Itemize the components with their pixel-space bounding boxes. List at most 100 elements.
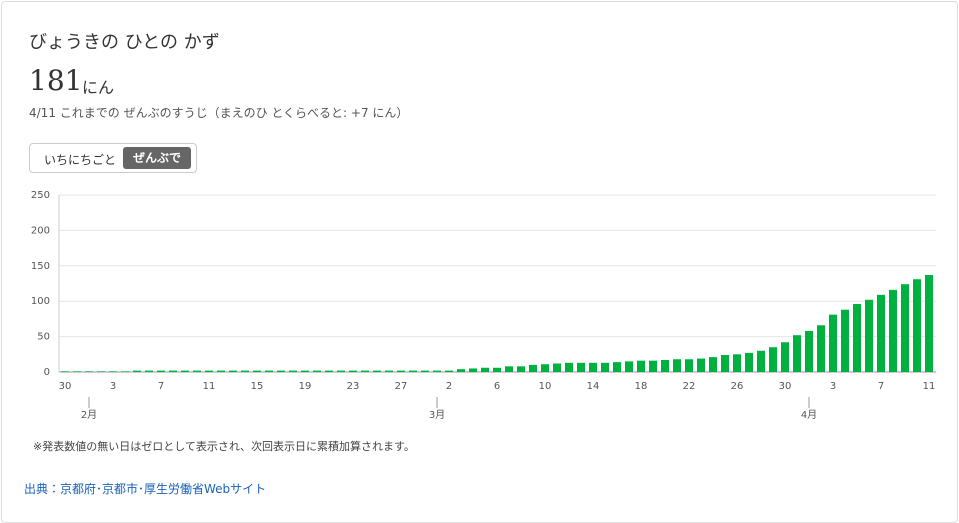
x-tick-label: 3 <box>110 381 116 392</box>
bar <box>277 370 285 372</box>
bar <box>865 299 873 372</box>
bar <box>169 370 177 372</box>
x-tick-label: 30 <box>779 381 792 392</box>
x-tick-label: 2 <box>446 381 452 392</box>
bar <box>289 370 297 372</box>
bar <box>757 350 765 372</box>
bar <box>805 330 813 372</box>
bar <box>421 370 429 372</box>
bar <box>145 370 153 372</box>
bar <box>193 370 201 372</box>
bar <box>409 370 417 372</box>
x-tick-label: 18 <box>635 381 648 392</box>
bar <box>493 367 501 372</box>
bar <box>133 370 141 372</box>
unit: にん <box>82 78 115 97</box>
title: びょうきの ひとの かず <box>29 32 220 53</box>
daily-button[interactable]: いちにちごと <box>44 153 117 167</box>
bar <box>385 370 393 372</box>
bar <box>613 362 621 372</box>
bar <box>553 363 561 372</box>
bar <box>325 370 333 372</box>
x-tick-label: 7 <box>158 381 164 392</box>
total-button[interactable]: ぜんぶで <box>123 147 191 169</box>
bar <box>685 359 693 372</box>
x-tick-label: 19 <box>299 381 312 392</box>
bar <box>445 370 453 372</box>
bar <box>745 352 753 372</box>
bar <box>913 279 921 372</box>
bar <box>361 370 369 372</box>
y-tick-label: 100 <box>31 296 50 307</box>
y-tick-label: 250 <box>31 190 50 201</box>
bar <box>73 371 81 372</box>
bar <box>121 371 129 372</box>
bar <box>877 294 885 372</box>
bar <box>661 359 669 372</box>
bar <box>205 370 213 372</box>
bar <box>925 275 933 372</box>
bar <box>733 354 741 372</box>
bar <box>781 342 789 372</box>
bar <box>265 370 273 372</box>
source-link[interactable]: 出典：京都府･京都市･厚生労働省Webサイト <box>24 482 267 496</box>
month-label: 3月 <box>429 409 445 421</box>
bar <box>517 366 525 372</box>
bar <box>709 357 717 372</box>
bar <box>901 284 909 372</box>
total: 181 <box>29 64 83 97</box>
x-tick-label: 11 <box>203 381 216 392</box>
bar <box>577 362 585 372</box>
y-tick-label: 0 <box>44 367 50 378</box>
bar <box>157 370 165 372</box>
y-tick-label: 150 <box>31 261 50 272</box>
x-tick-label: 3 <box>830 381 836 392</box>
bar <box>829 314 837 372</box>
bar <box>889 289 897 372</box>
bar <box>397 370 405 372</box>
bar <box>637 360 645 372</box>
x-tick-label: 7 <box>878 381 884 392</box>
bar <box>841 309 849 372</box>
bar <box>625 361 633 372</box>
bar <box>229 370 237 372</box>
bar <box>457 369 465 372</box>
bar <box>349 370 357 372</box>
note: ※発表数値の無い日はゼロとして表示され、次回表示日に累積加算されます。 <box>33 440 415 453</box>
bar <box>649 360 657 372</box>
x-tick-label: 6 <box>494 381 500 392</box>
bar <box>697 358 705 372</box>
bar <box>469 368 477 372</box>
x-tick-label: 30 <box>59 381 72 392</box>
x-tick-label: 26 <box>731 381 744 392</box>
x-tick-label: 23 <box>347 381 360 392</box>
x-tick-label: 11 <box>923 381 936 392</box>
toggle: いちにちごと ぜんぶで <box>29 143 197 173</box>
x-tick-label: 15 <box>251 381 264 392</box>
month-label: 2月 <box>81 409 97 421</box>
bar <box>337 370 345 372</box>
bar <box>241 370 249 372</box>
bar <box>301 370 309 372</box>
y-tick-label: 50 <box>37 332 50 343</box>
bar <box>769 347 777 372</box>
subtitle: 4/11 これまでの ぜんぶのすうじ（まえのひ とくらべると: +7 にん） <box>29 106 409 120</box>
bar <box>601 362 609 372</box>
bar <box>721 355 729 372</box>
bar <box>529 364 537 372</box>
bar <box>109 371 117 372</box>
x-tick-label: 27 <box>395 381 408 392</box>
bar <box>541 364 549 372</box>
month-label: 4月 <box>801 409 817 421</box>
bar <box>673 359 681 372</box>
x-tick-label: 22 <box>683 381 696 392</box>
bar <box>181 370 189 372</box>
bar <box>373 370 381 372</box>
bar <box>313 370 321 372</box>
bar <box>481 367 489 372</box>
bar <box>817 325 825 372</box>
bar <box>853 304 861 372</box>
bar <box>253 370 261 372</box>
